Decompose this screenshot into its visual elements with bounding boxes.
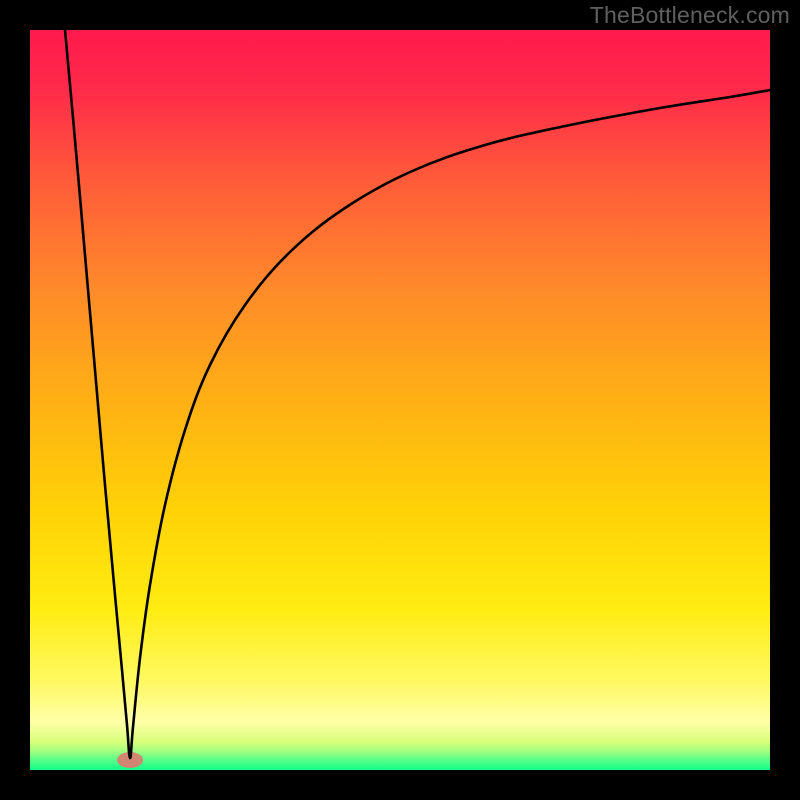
watermark-text: TheBottleneck.com (590, 2, 790, 29)
plot-area (30, 30, 770, 770)
chart-container: TheBottleneck.com (0, 0, 800, 800)
chart-svg (30, 30, 770, 770)
